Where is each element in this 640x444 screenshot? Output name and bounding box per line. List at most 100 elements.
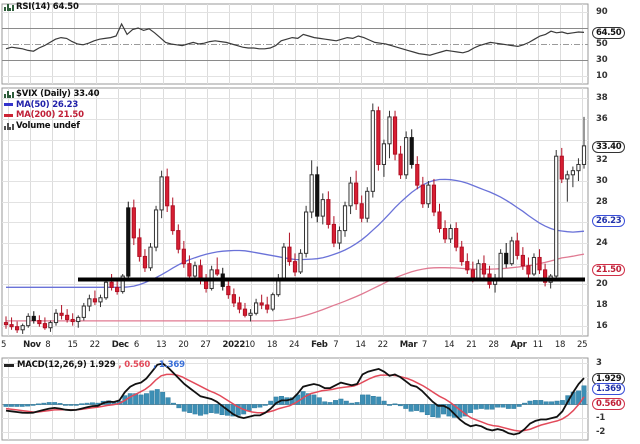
macd-histogram-bar (532, 400, 538, 405)
macd-histogram-bar (165, 397, 171, 405)
price-ytick-18: 18 (596, 300, 608, 310)
macd-histogram-bar (79, 403, 85, 405)
price-ytick-38: 38 (596, 93, 608, 104)
macd-histogram-bar (316, 397, 322, 405)
candlestick (304, 205, 309, 258)
macd-histogram-bar (327, 402, 333, 405)
xaxis-label-14: Feb (311, 340, 328, 350)
candlestick (459, 240, 464, 266)
xaxis-label-18: Mar (399, 340, 418, 350)
xaxis-label-13: 24 (289, 340, 300, 350)
candlestick (87, 294, 92, 312)
xaxis-label-25: 18 (554, 340, 566, 350)
candlestick (176, 224, 181, 254)
candlestick (526, 257, 531, 279)
macd-histogram-bar (381, 400, 387, 405)
macd-legend-label: MACD(12,26,9) (17, 360, 87, 370)
macd-histogram-bar (522, 402, 528, 405)
macd-histogram-bar (8, 404, 14, 407)
candlestick (42, 317, 48, 330)
rsi-ytick-30: 30 (596, 55, 608, 65)
candlestick (315, 166, 320, 223)
candlestick (81, 302, 86, 321)
macd-value-signal: , 0.560 (118, 360, 151, 370)
macd-histogram-bar (511, 404, 517, 409)
macd-histogram-bar (360, 394, 365, 405)
xaxis-label-21: 21 (466, 340, 477, 350)
candlestick (381, 139, 387, 177)
xaxis-label-2: 8 (45, 340, 51, 350)
candlestick (504, 243, 509, 268)
xaxis-label-26: 25 (577, 340, 588, 350)
macd-histogram-bar (333, 400, 338, 405)
candlestick (92, 290, 98, 305)
macd-histogram-bar (214, 404, 220, 414)
candlestick (3, 316, 9, 329)
candlestick (53, 309, 59, 326)
xaxis-label-10: 2022 (222, 340, 246, 350)
macd-histogram-bar (354, 402, 360, 405)
xaxis-label-11: 10 (244, 340, 256, 350)
macd-histogram-bar (257, 404, 263, 408)
macd-histogram-bar (149, 390, 155, 405)
macd-histogram-bar (349, 402, 355, 405)
candlestick (337, 226, 342, 250)
macd-histogram-bar (57, 403, 63, 405)
candlestick (65, 309, 70, 323)
xaxis-label-7: 13 (156, 340, 167, 350)
candlestick (520, 247, 525, 270)
xaxis-label-9: 27 (200, 340, 211, 350)
macd-histogram-bar (435, 404, 441, 418)
candlestick (531, 253, 537, 277)
candlestick (31, 311, 36, 324)
candlestick (153, 205, 159, 252)
candlestick (387, 110, 392, 159)
candlestick (242, 302, 248, 318)
candlestick (103, 278, 109, 300)
candlestick (9, 317, 14, 330)
xaxis-label-24: 11 (532, 340, 544, 350)
macd-histogram-bar (30, 404, 36, 406)
macd-value-main: 1.929 (89, 360, 116, 370)
xaxis-label-4: 22 (89, 340, 101, 350)
macd-histogram-bar (543, 401, 549, 405)
candlestick (326, 191, 331, 229)
macd-histogram-bar (3, 404, 9, 407)
macd-histogram-bar (387, 404, 392, 406)
price-legend-label: $VIX (Daily) 33.40 (16, 89, 100, 99)
macd-histogram-bar (441, 404, 447, 415)
candlestick (148, 243, 153, 271)
candlestick (437, 203, 442, 233)
macd-histogram-bar (376, 396, 382, 405)
macd-signal-line (5, 373, 585, 432)
macd-histogram-bar (527, 400, 533, 405)
macd-histogram-bar (273, 396, 279, 405)
candlestick (292, 253, 298, 277)
macd-histogram-bar (192, 404, 198, 415)
macd-line (5, 362, 585, 436)
candlestick (559, 147, 564, 184)
candlestick (15, 321, 20, 333)
macd-histogram-bar (478, 404, 484, 409)
ma200-line (6, 253, 585, 322)
macd-ytick--1: -1 (596, 413, 606, 424)
macd-histogram-pill: 1.369 (592, 382, 626, 395)
rsi-legend: RSI(14) 64.50 (4, 2, 79, 13)
macd-histogram-bar (154, 389, 160, 405)
xaxis-label-17: 22 (377, 340, 389, 350)
xaxis-label-0: 5 (1, 340, 7, 350)
candlestick (48, 320, 53, 332)
candlestick (509, 236, 514, 266)
macd-histogram-bar (322, 401, 328, 405)
price-ytick-30: 30 (596, 176, 608, 186)
macd-histogram-bar (208, 404, 214, 413)
price-ytick-28: 28 (596, 196, 608, 207)
macd-histogram-bar (338, 398, 344, 405)
candlestick (570, 166, 575, 188)
candlestick (376, 106, 381, 171)
volume-bars-icon (4, 122, 14, 130)
candlestick (481, 255, 487, 279)
candlestick (181, 240, 186, 268)
candlestick (420, 176, 425, 208)
price-last-pill: 33.40 (592, 140, 626, 153)
